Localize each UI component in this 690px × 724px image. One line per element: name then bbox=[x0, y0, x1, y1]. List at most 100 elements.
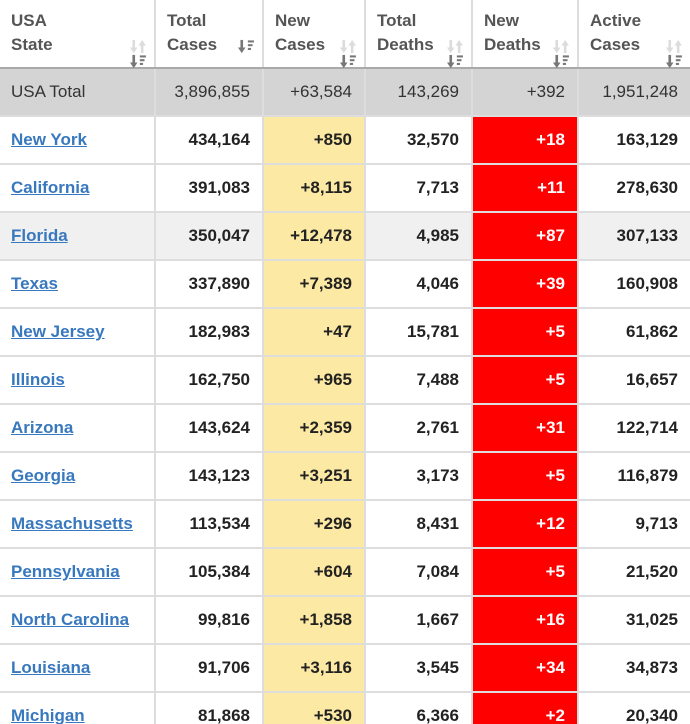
state-name-cell: Florida bbox=[0, 212, 156, 261]
total-cases-cell: 3,896,855 bbox=[155, 68, 264, 117]
header-label-line1: New bbox=[275, 11, 310, 30]
state-name-cell: North Carolina bbox=[0, 596, 156, 645]
state-name-cell: Massachusetts bbox=[0, 500, 156, 549]
total-deaths-cell: 32,570 bbox=[365, 116, 473, 165]
state-row: Illinois 162,750 +965 7,488 +5 16,657 bbox=[0, 356, 690, 405]
state-link[interactable]: California bbox=[11, 178, 90, 197]
active-cases-cell: 21,520 bbox=[578, 548, 690, 597]
total-cases-cell: 81,868 bbox=[155, 692, 264, 724]
state-link[interactable]: New Jersey bbox=[11, 322, 105, 341]
state-name-cell: Georgia bbox=[0, 452, 156, 501]
col-header-active-cases[interactable]: Active Cases bbox=[578, 0, 690, 69]
sort-icon[interactable] bbox=[339, 39, 356, 69]
total-cases-cell: 350,047 bbox=[155, 212, 264, 261]
sort-desc-icon bbox=[666, 54, 682, 69]
sort-desc-icon bbox=[553, 54, 569, 69]
header-label-line2: Deaths bbox=[377, 35, 434, 54]
sort-desc-icon bbox=[447, 54, 463, 69]
new-cases-cell: +965 bbox=[263, 356, 366, 405]
active-cases-cell: 20,340 bbox=[578, 692, 690, 724]
sort-icon[interactable] bbox=[129, 39, 146, 69]
new-cases-cell: +8,115 bbox=[263, 164, 366, 213]
total-row-label: USA Total bbox=[0, 68, 156, 117]
usa-total-row: USA Total 3,896,855 +63,584 143,269 +392… bbox=[0, 68, 690, 117]
header-label-line1: USA bbox=[11, 11, 47, 30]
state-link[interactable]: Michigan bbox=[11, 706, 85, 724]
total-deaths-cell: 8,431 bbox=[365, 500, 473, 549]
total-cases-cell: 105,384 bbox=[155, 548, 264, 597]
state-row: Louisiana 91,706 +3,116 3,545 +34 34,873 bbox=[0, 644, 690, 693]
total-deaths-cell: 2,761 bbox=[365, 404, 473, 453]
new-deaths-cell: +2 bbox=[472, 692, 579, 724]
new-deaths-cell: +392 bbox=[472, 68, 579, 117]
state-row: Pennsylvania 105,384 +604 7,084 +5 21,520 bbox=[0, 548, 690, 597]
total-cases-cell: 337,890 bbox=[155, 260, 264, 309]
header-row: USA State Total Cases New bbox=[0, 0, 690, 69]
state-row: Arizona 143,624 +2,359 2,761 +31 122,714 bbox=[0, 404, 690, 453]
state-name-cell: Louisiana bbox=[0, 644, 156, 693]
state-link[interactable]: Texas bbox=[11, 274, 58, 293]
header-label-line2: Deaths bbox=[484, 35, 541, 54]
sort-both-icon bbox=[666, 39, 682, 54]
total-deaths-cell: 7,488 bbox=[365, 356, 473, 405]
col-header-new-deaths[interactable]: New Deaths bbox=[472, 0, 579, 69]
state-link[interactable]: Pennsylvania bbox=[11, 562, 120, 581]
new-deaths-cell: +87 bbox=[472, 212, 579, 261]
new-cases-cell: +47 bbox=[263, 308, 366, 357]
state-row: Massachusetts 113,534 +296 8,431 +12 9,713 bbox=[0, 500, 690, 549]
active-cases-cell: 116,879 bbox=[578, 452, 690, 501]
header-label-line2: Cases bbox=[275, 35, 326, 54]
state-row: New Jersey 182,983 +47 15,781 +5 61,862 bbox=[0, 308, 690, 357]
state-link[interactable]: Arizona bbox=[11, 418, 74, 437]
total-cases-cell: 391,083 bbox=[155, 164, 264, 213]
new-deaths-cell: +5 bbox=[472, 452, 579, 501]
total-deaths-cell: 6,366 bbox=[365, 692, 473, 724]
active-cases-cell: 61,862 bbox=[578, 308, 690, 357]
new-deaths-cell: +5 bbox=[472, 308, 579, 357]
state-row: Michigan 81,868 +530 6,366 +2 20,340 bbox=[0, 692, 690, 724]
state-link[interactable]: Florida bbox=[11, 226, 68, 245]
state-row: New York 434,164 +850 32,570 +18 163,129 bbox=[0, 116, 690, 165]
sort-icon[interactable] bbox=[552, 39, 569, 69]
sort-icon[interactable] bbox=[446, 39, 463, 69]
new-cases-cell: +3,251 bbox=[263, 452, 366, 501]
sort-both-icon bbox=[447, 39, 463, 54]
state-link[interactable]: Massachusetts bbox=[11, 514, 133, 533]
state-link[interactable]: Georgia bbox=[11, 466, 76, 485]
total-cases-cell: 113,534 bbox=[155, 500, 264, 549]
total-cases-cell: 143,624 bbox=[155, 404, 264, 453]
col-header-total-cases[interactable]: Total Cases bbox=[155, 0, 264, 69]
state-name-cell: Michigan bbox=[0, 692, 156, 724]
total-cases-cell: 434,164 bbox=[155, 116, 264, 165]
total-cases-cell: 143,123 bbox=[155, 452, 264, 501]
new-cases-cell: +530 bbox=[263, 692, 366, 724]
header-label-line2: Cases bbox=[590, 35, 641, 54]
total-deaths-cell: 15,781 bbox=[365, 308, 473, 357]
new-deaths-cell: +31 bbox=[472, 404, 579, 453]
state-link[interactable]: Illinois bbox=[11, 370, 65, 389]
state-row: Georgia 143,123 +3,251 3,173 +5 116,879 bbox=[0, 452, 690, 501]
state-link[interactable]: New York bbox=[11, 130, 87, 149]
active-cases-cell: 160,908 bbox=[578, 260, 690, 309]
total-cases-cell: 99,816 bbox=[155, 596, 264, 645]
state-link[interactable]: North Carolina bbox=[11, 610, 130, 629]
sort-icon[interactable] bbox=[665, 39, 682, 69]
active-cases-cell: 31,025 bbox=[578, 596, 690, 645]
col-header-new-cases[interactable]: New Cases bbox=[263, 0, 366, 69]
active-cases-cell: 163,129 bbox=[578, 116, 690, 165]
col-header-total-deaths[interactable]: Total Deaths bbox=[365, 0, 473, 69]
state-name-cell: New Jersey bbox=[0, 308, 156, 357]
state-name-cell: Arizona bbox=[0, 404, 156, 453]
state-name-cell: California bbox=[0, 164, 156, 213]
state-row: California 391,083 +8,115 7,713 +11 278,630 bbox=[0, 164, 690, 213]
header-label-line2: Cases bbox=[167, 35, 218, 54]
state-link[interactable]: Louisiana bbox=[11, 658, 91, 677]
sort-both-icon bbox=[553, 39, 569, 54]
sort-both-icon bbox=[340, 39, 356, 54]
col-header-usa-state[interactable]: USA State bbox=[0, 0, 156, 69]
total-deaths-cell: 4,046 bbox=[365, 260, 473, 309]
total-cases-cell: 162,750 bbox=[155, 356, 264, 405]
sort-icon[interactable] bbox=[237, 39, 254, 54]
